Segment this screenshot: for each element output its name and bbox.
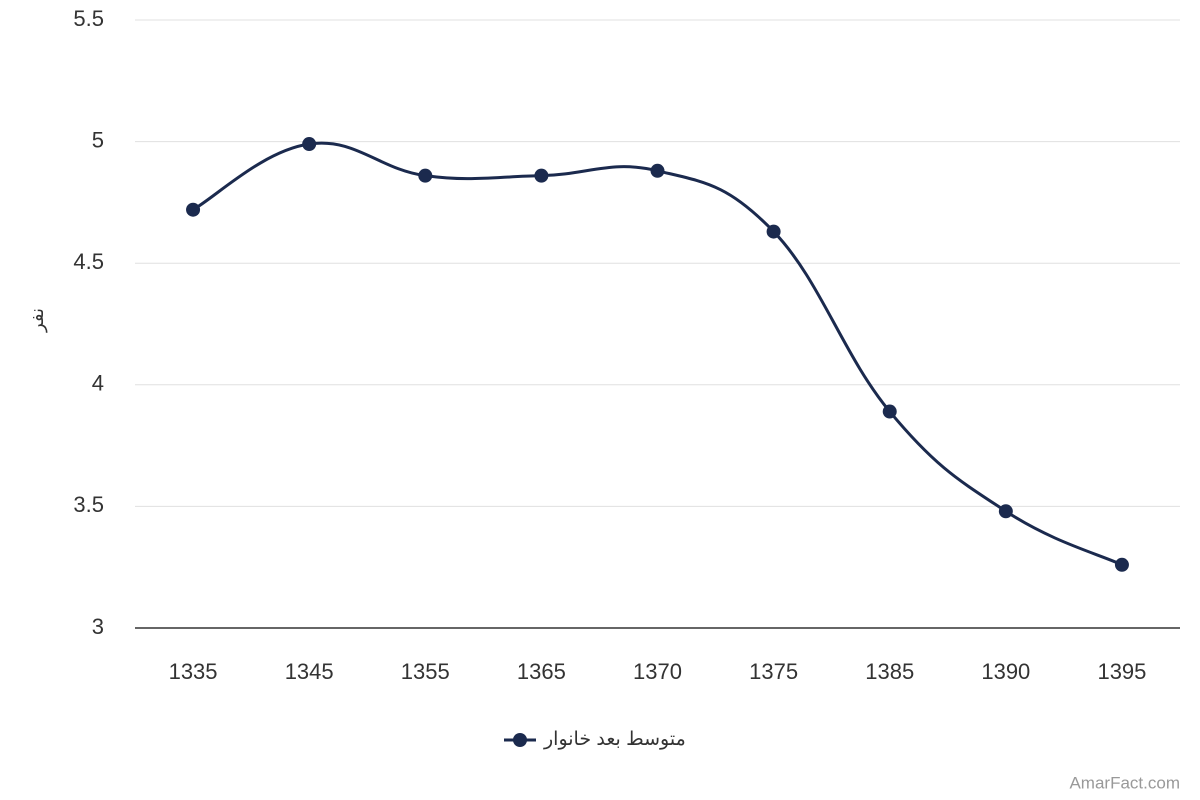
data-point: [1114, 557, 1129, 572]
x-tick-label: 1345: [285, 659, 334, 684]
legend-label: متوسط بعد خانوار: [543, 729, 686, 750]
data-point: [534, 168, 549, 183]
data-point: [418, 168, 433, 183]
y-axis-label: نفر: [27, 308, 48, 333]
data-point: [998, 504, 1013, 519]
y-tick-label: 5: [92, 127, 104, 152]
series-line: [192, 141, 1123, 567]
data-point: [882, 404, 897, 419]
x-tick-label: 1375: [749, 659, 798, 684]
x-tick-label: 1390: [981, 659, 1030, 684]
credits: AmarFact.com: [1069, 773, 1180, 792]
y-tick-label: 4.5: [73, 249, 104, 274]
y-tick-label: 5.5: [73, 6, 104, 31]
legend-marker: [513, 733, 527, 747]
data-point: [650, 163, 665, 178]
x-tick-label: 1335: [169, 659, 218, 684]
data-point: [186, 202, 201, 217]
x-tick-label: 1370: [633, 659, 682, 684]
y-tick-label: 3.5: [73, 492, 104, 517]
y-tick-label: 4: [92, 371, 104, 396]
data-point: [302, 137, 317, 152]
x-tick-label: 1365: [517, 659, 566, 684]
data-point: [766, 224, 781, 239]
x-tick-label: 1355: [401, 659, 450, 684]
x-tick-label: 1385: [865, 659, 914, 684]
y-tick-label: 3: [92, 614, 104, 639]
x-tick-label: 1395: [1097, 659, 1146, 684]
